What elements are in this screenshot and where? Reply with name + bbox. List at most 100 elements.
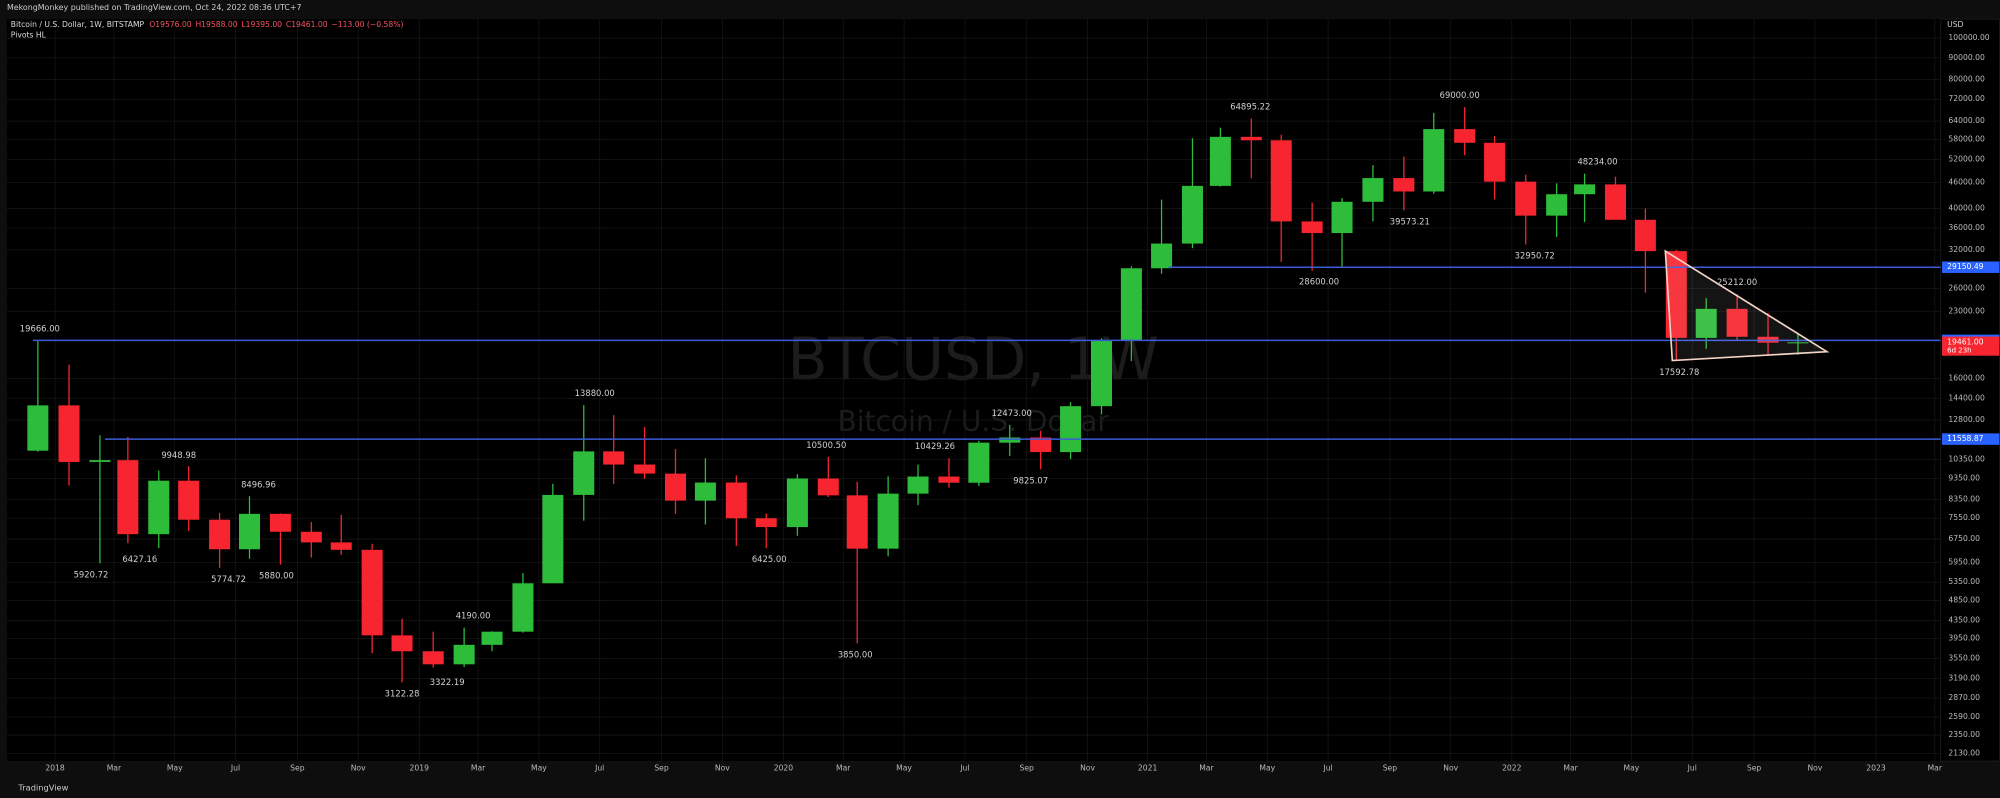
candle-body (117, 460, 139, 535)
price-axis (1940, 18, 2000, 762)
x-tick-label: Sep (654, 764, 669, 773)
candle-body (1787, 342, 1809, 344)
x-tick-label: May (1259, 764, 1275, 773)
y-tick-label: 23000.00 (1948, 306, 1985, 315)
x-tick-label: May (531, 764, 547, 773)
x-tick-label: Mar (1928, 764, 1943, 773)
pivot-label: 19666.00 (20, 323, 60, 333)
pivot-label: 9948.98 (161, 450, 196, 460)
candle-body (817, 478, 839, 496)
y-tick-label: 5350.00 (1948, 577, 1980, 586)
pivot-label: 39573.21 (1390, 216, 1430, 226)
candle-body (1181, 185, 1203, 244)
y-tick-label: 90000.00 (1948, 53, 1985, 62)
candle-body (453, 644, 475, 665)
y-tick-label: 8350.00 (1948, 495, 1980, 504)
pivot-label: 4190.00 (456, 611, 491, 621)
pivot-label: 9825.07 (1013, 475, 1048, 485)
candle-body (1240, 136, 1262, 141)
candle-body (725, 482, 747, 519)
x-tick-label: 2023 (1866, 764, 1886, 773)
x-tick-label: Mar (1563, 764, 1578, 773)
candle-body (1209, 136, 1231, 186)
pivot-label: 25212.00 (1717, 277, 1757, 287)
pivot-label: 13880.00 (575, 388, 615, 398)
x-tick-label: Sep (1020, 764, 1035, 773)
candle-body (330, 542, 352, 550)
y-tick-label: 3190.00 (1948, 673, 1980, 682)
candle-body (209, 519, 231, 550)
y-tick-label: 4350.00 (1948, 616, 1980, 625)
indicator-name: Pivots HL (11, 31, 47, 40)
price-tag-label: 29150.49 (1947, 262, 1984, 271)
candle-body (361, 549, 383, 636)
candle-body (148, 480, 170, 535)
x-tick-label: Nov (351, 764, 366, 773)
candle-body (1301, 221, 1323, 234)
pivot-label: 6427.16 (122, 554, 157, 564)
candle-body (542, 494, 564, 584)
y-tick-label: 16000.00 (1948, 374, 1985, 383)
candle-body (1695, 308, 1717, 338)
y-tick-label: 46000.00 (1948, 177, 1985, 186)
pivot-label: 5880.00 (259, 571, 294, 581)
candle-body (1546, 194, 1568, 216)
y-tick-label: 58000.00 (1948, 134, 1985, 143)
candle-body (1604, 184, 1626, 220)
candle-body (1454, 129, 1476, 143)
x-tick-label: May (1624, 764, 1640, 773)
candle-body (27, 405, 49, 451)
candle-body (1484, 142, 1506, 182)
x-tick-label: 2022 (1502, 764, 1522, 773)
candle-body (89, 460, 111, 462)
y-tick-label: 26000.00 (1948, 283, 1985, 292)
x-tick-label: Jul (230, 764, 240, 773)
last-price-label: 19461.00 (1947, 337, 1984, 346)
pivot-label: 64895.22 (1230, 102, 1270, 112)
candle-body (1393, 178, 1415, 192)
candle-body (1060, 406, 1082, 453)
pivot-label: 10429.26 (915, 441, 955, 451)
candle-body (694, 482, 716, 501)
candle-body (1515, 181, 1537, 216)
x-tick-label: 2020 (774, 764, 794, 773)
ohlc-value: O19576.00 (149, 20, 192, 29)
y-tick-label: 6750.00 (1948, 534, 1980, 543)
x-tick-label: Mar (107, 764, 122, 773)
x-tick-label: Nov (1443, 764, 1458, 773)
candle-body (755, 518, 777, 528)
y-tick-label: 5950.00 (1948, 557, 1980, 566)
publisher: MekongMonkey published on TradingView.co… (7, 3, 302, 12)
triangle-drawing (1664, 249, 1830, 362)
candle-body (877, 493, 899, 549)
x-tick-label: Nov (715, 764, 730, 773)
price-tag (1942, 261, 2000, 273)
candle-body (603, 451, 625, 465)
ohlc-value: H19588.00 (195, 20, 237, 29)
ohlc-value: L19395.00 (241, 20, 282, 29)
price-tag-label: 11558.87 (1947, 434, 1984, 443)
price-tag (1942, 433, 2000, 445)
countdown: 6d 23h (1947, 346, 1971, 355)
y-tick-label: 4850.00 (1948, 595, 1980, 604)
candle-body (846, 495, 868, 549)
y-tick-label: 10350.00 (1948, 455, 1985, 464)
x-tick-label: 2019 (410, 764, 430, 773)
y-tick-label: 64000.00 (1948, 116, 1985, 125)
pivot-label: 32950.72 (1515, 250, 1555, 260)
ohlc-value: C19461.00 (286, 20, 328, 29)
candle-body (664, 473, 687, 501)
pivot-label: 8496.96 (241, 479, 276, 489)
y-tick-label: 2590.00 (1948, 712, 1980, 721)
x-tick-label: 2018 (45, 764, 65, 773)
y-tick-label: 2130.00 (1948, 748, 1980, 757)
pivot-label: 3850.00 (838, 649, 873, 659)
x-tick-label: May (167, 764, 183, 773)
y-tick-label: 12800.00 (1948, 415, 1985, 424)
chart-title: Bitcoin / U.S. Dollar, 1W, BITSTAMP (11, 20, 145, 29)
pivot-label: 48234.00 (1577, 157, 1617, 167)
y-tick-label: 36000.00 (1948, 223, 1985, 232)
pivot-label: 3322.19 (430, 677, 465, 687)
candle-body (1726, 308, 1748, 337)
